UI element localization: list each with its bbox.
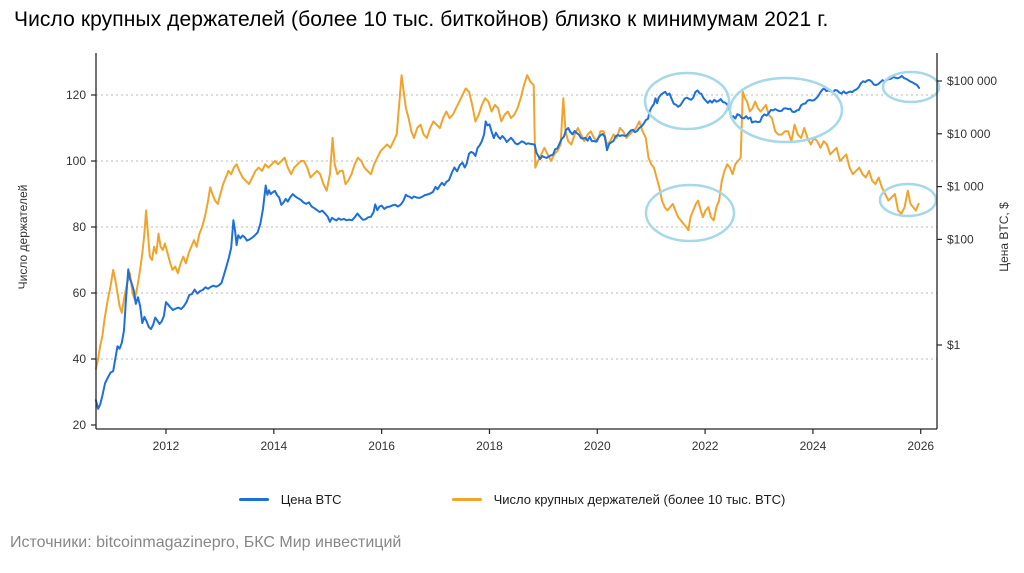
legend-item-holders: Число крупных держателей (более 10 тыс. …	[451, 492, 786, 507]
x-tick-label: 2024	[800, 439, 827, 453]
x-tick-label: 2022	[692, 439, 719, 453]
y-left-tick-label: 100	[66, 154, 86, 168]
highlight-ellipse-btc-price-2021-highs	[643, 71, 731, 131]
highlight-ellipse-holders-2021-lows	[644, 183, 736, 243]
x-tick-label: 2020	[584, 439, 611, 453]
source-note: Источники: bitcoinmagazinepro, БКС Мир и…	[10, 534, 402, 551]
x-tick-label: 2014	[260, 439, 287, 453]
chart-legend: Цена BTC Число крупных держателей (более…	[0, 492, 1024, 507]
highlight-ellipse-holders-2025-end	[878, 182, 938, 218]
x-tick-label: 2026	[907, 439, 934, 453]
x-tick-label: 2016	[368, 439, 395, 453]
legend-swatch-btc-price	[238, 498, 269, 501]
y-right-tick-label: $100 000	[947, 74, 997, 88]
y-left-tick-label: 80	[73, 220, 87, 234]
legend-swatch-holders	[451, 498, 482, 501]
highlight-ellipse-btc-price-2023-recovery	[728, 76, 844, 144]
y-right-axis-title: Цена BTC, $	[997, 202, 1011, 272]
chart-canvas: 2012 2014 2016 2018 2020 2022 2024 2026 20 40 60 80…	[16, 53, 1011, 453]
y-left-tick-label: 40	[73, 352, 87, 366]
legend-item-btc-price: Цена BTC	[238, 492, 342, 507]
y-right-tick-label: $1 000	[947, 180, 984, 194]
y-right-tick-label: $1	[947, 338, 961, 352]
legend-label-btc-price: Цена BTC	[280, 492, 342, 507]
chart-title: Число крупных держателей (более 10 тыс. …	[14, 8, 829, 31]
series-line-holders	[94, 74, 920, 370]
legend-label-holders: Число крупных держателей (более 10 тыс. …	[493, 492, 786, 507]
x-tick-label: 2018	[476, 439, 503, 453]
y-left-axis-title: Число держателей	[16, 185, 30, 290]
y-left-tick-label: 20	[73, 418, 87, 432]
y-right-tick-label: $10 000	[947, 127, 991, 141]
y-right-tick-label: $100	[947, 232, 974, 246]
y-left-tick-label: 120	[66, 88, 86, 102]
x-tick-label: 2012	[153, 439, 180, 453]
highlight-ellipse-btc-price-2025-end	[881, 70, 941, 104]
series-line-btc-price	[94, 75, 921, 410]
y-left-tick-label: 60	[73, 286, 87, 300]
